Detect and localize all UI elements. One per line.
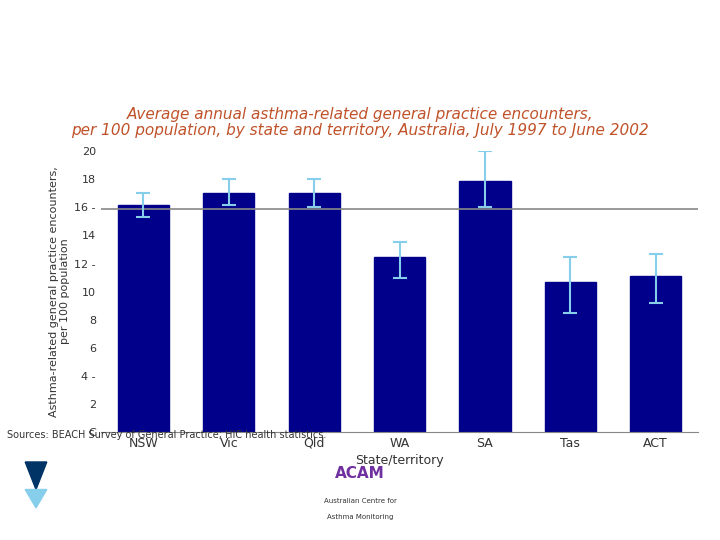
Text: per 100 population, by state and territory, Australia, July 1997 to June 2002: per 100 population, by state and territo… [71, 123, 649, 138]
Text: ACAM: ACAM [335, 467, 385, 481]
Y-axis label: Asthma-related general practice encounters,
per 100 population: Asthma-related general practice encounte… [48, 166, 70, 417]
Bar [289, 193, 340, 432]
Bar [459, 181, 510, 432]
Polygon shape [25, 489, 47, 508]
X-axis label: State/territory: State/territory [355, 454, 444, 467]
Bar [118, 205, 169, 432]
Polygon shape [25, 462, 47, 489]
Text: WOOLCOCK: WOOLCOCK [536, 476, 645, 494]
FancyBboxPatch shape [266, 457, 454, 531]
Text: Australian Centre for: Australian Centre for [323, 498, 397, 504]
Text: Asthma Monitoring: Asthma Monitoring [327, 514, 393, 520]
Bar [203, 193, 254, 432]
Bar [630, 276, 681, 432]
Text: Sources: BEACH Survey of General Practice; HIC health statistics.: Sources: BEACH Survey of General Practic… [7, 430, 327, 440]
Text: AIHW: AIHW [36, 483, 79, 496]
Bar [374, 256, 426, 432]
Text: INSTITUTE of MEDICAL RESEARCH: INSTITUTE of MEDICAL RESEARCH [538, 512, 643, 517]
Text: Average annual asthma-related general practice encounters,: Average annual asthma-related general pr… [127, 106, 593, 122]
Bar [545, 282, 596, 432]
